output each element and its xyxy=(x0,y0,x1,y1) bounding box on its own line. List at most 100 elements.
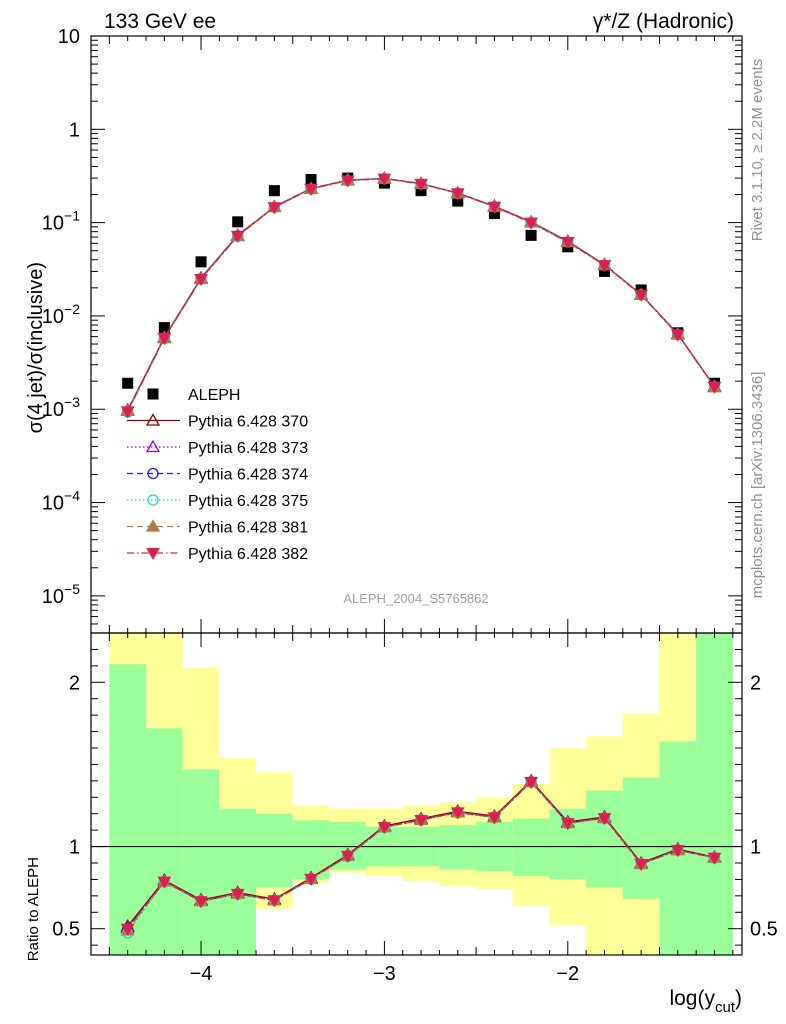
ratio-point-pythia-6-428-382 xyxy=(597,813,612,826)
main-point-aleph xyxy=(305,173,317,185)
ratio-point-pythia-6-428-382 xyxy=(524,777,538,790)
main-plot-series xyxy=(120,171,722,419)
legend-label-pythia-6-428-382: Pythia 6.428 382 xyxy=(188,546,308,563)
ratio-axes-box xyxy=(90,632,743,956)
ratio-point-pythia-6-428-382 xyxy=(707,852,722,865)
main-point-pythia-6-428-382 xyxy=(120,406,135,419)
ratio-ylabel: Ratio to ALEPH xyxy=(25,857,42,961)
legend-label-pythia-6-428-370: Pythia 6.428 370 xyxy=(188,414,308,431)
ratio-point-pythia-6-428-382 xyxy=(450,807,465,820)
legend-marker-aleph xyxy=(147,388,159,400)
ratio-point-pythia-6-428-382 xyxy=(304,873,318,886)
y-tick-label: 10−5 xyxy=(42,581,80,608)
main-point-pythia-6-428-382 xyxy=(414,178,428,191)
main-point-pythia-6-428-382 xyxy=(194,273,208,286)
inner-band-bin xyxy=(146,728,183,955)
main-point-aleph xyxy=(268,185,280,197)
y-tick-label: 10−4 xyxy=(42,488,80,515)
inner-band-bin xyxy=(256,813,293,888)
ratio-point-pythia-6-428-382 xyxy=(120,923,135,936)
main-point-pythia-6-428-382 xyxy=(230,230,245,243)
ratio-point-pythia-6-428-382 xyxy=(634,858,649,871)
ratio-y-tick-label: 0.5 xyxy=(52,919,80,941)
main-point-pythia-6-428-382 xyxy=(377,173,392,186)
ratio-y-tick-label-right: 2 xyxy=(750,672,761,694)
main-point-pythia-6-428-382 xyxy=(450,188,465,201)
x-tick-label: −2 xyxy=(556,963,579,985)
main-point-pythia-6-428-382 xyxy=(707,381,722,394)
legend-label-pythia-6-428-373: Pythia 6.428 373 xyxy=(188,440,308,457)
header-right-label: γ*/Z (Hadronic) xyxy=(593,10,734,33)
legend-marker-pythia-6-428-370 xyxy=(145,413,161,426)
legend-label-pythia-6-428-374: Pythia 6.428 374 xyxy=(188,467,308,484)
y-tick-label: 10−3 xyxy=(42,394,80,421)
main-line-pythia-6-428-375 xyxy=(127,178,716,413)
inner-band-bin xyxy=(696,633,733,955)
x-tick-label: −4 xyxy=(190,963,213,985)
main-point-pythia-6-428-382 xyxy=(524,217,538,230)
legend-label-aleph: ALEPH xyxy=(188,387,240,404)
legend-marker-pythia-6-428-382 xyxy=(146,548,160,561)
ratio-y-tick-label: 1 xyxy=(69,837,80,859)
inner-band-bin xyxy=(219,808,257,955)
main-line-pythia-6-428-370 xyxy=(127,177,716,411)
ratio-point-pythia-6-428-382 xyxy=(560,818,575,831)
main-point-aleph xyxy=(195,256,207,268)
ratio-point-pythia-6-428-382 xyxy=(230,888,245,901)
y-tick-label: 10−2 xyxy=(42,301,80,328)
y-tick-label: 10 xyxy=(58,26,80,48)
ratio-point-pythia-6-428-382 xyxy=(157,876,172,889)
main-point-aleph xyxy=(452,195,464,207)
main-line-pythia-6-428-374 xyxy=(127,177,716,412)
main-point-pythia-6-428-382 xyxy=(560,236,575,250)
ratio-line-pythia-6-428-382 xyxy=(127,781,715,930)
ratio-y-tick-label-right: 0.5 xyxy=(750,919,778,941)
ratio-point-pythia-6-428-382 xyxy=(340,850,355,863)
legend-label-pythia-6-428-375: Pythia 6.428 375 xyxy=(188,493,308,510)
y-tick-label: 10−1 xyxy=(42,208,80,235)
inner-band-bin xyxy=(182,769,220,955)
main-line-pythia-6-428-382 xyxy=(127,177,716,412)
ratio-point-pythia-6-428-382 xyxy=(194,896,208,909)
main-point-pythia-6-428-382 xyxy=(340,175,355,188)
main-point-pythia-6-428-382 xyxy=(267,202,282,215)
x-tick-label: −3 xyxy=(373,963,396,985)
inner-band-bin xyxy=(512,818,550,877)
inner-band-bin xyxy=(439,825,477,870)
ratio-point-pythia-6-428-382 xyxy=(487,812,502,825)
legend-marker-pythia-6-428-375 xyxy=(147,494,159,506)
main-point-aleph xyxy=(122,377,134,389)
legend-marker-pythia-6-428-373 xyxy=(145,439,161,453)
inner-band-bin xyxy=(586,790,623,888)
main-point-pythia-6-428-382 xyxy=(487,201,502,214)
ratio-point-pythia-6-428-382 xyxy=(670,845,685,858)
main-ylabel: σ(4 jet)/σ(inclusive) xyxy=(25,262,47,433)
ratio-point-pythia-6-428-382 xyxy=(267,895,282,908)
main-point-aleph xyxy=(232,216,244,228)
header-left-label: 133 GeV ee xyxy=(104,10,216,33)
main-point-pythia-6-428-382 xyxy=(634,289,649,302)
y-tick-label: 1 xyxy=(69,119,80,141)
main-point-aleph xyxy=(525,229,537,241)
inner-band-bin xyxy=(622,777,660,900)
ratio-point-pythia-6-428-382 xyxy=(377,822,392,835)
main-point-aleph xyxy=(158,322,170,334)
legend-marker-pythia-6-428-374 xyxy=(147,467,159,480)
legend: ALEPH Pythia 6.428 370 Pythia 6.428 373 Pyt… xyxy=(127,387,308,563)
main-point-pythia-6-428-382 xyxy=(157,333,172,346)
main-point-pythia-6-428-382 xyxy=(670,329,685,342)
main-line-pythia-6-428-381 xyxy=(127,177,716,412)
main-point-pythia-6-428-382 xyxy=(597,260,612,273)
ratio-point-pythia-6-428-382 xyxy=(414,814,428,827)
main-line-pythia-6-428-373 xyxy=(127,177,716,412)
rivet-version-label: Rivet 3.1.10, ≥ 2.2M events xyxy=(749,59,766,242)
legend-label-pythia-6-428-381: Pythia 6.428 381 xyxy=(188,520,308,537)
ratio-plot-series xyxy=(120,773,722,939)
legend-marker-pythia-6-428-381 xyxy=(145,519,161,532)
main-axes-box xyxy=(90,35,743,634)
ratio-y-tick-label: 2 xyxy=(69,672,80,694)
inner-band-bin xyxy=(109,664,147,955)
ratio-y-tick-label-right: 1 xyxy=(750,837,761,859)
mcplots-label: mcplots.cern.ch [arXiv:1306.3436] xyxy=(749,372,766,599)
